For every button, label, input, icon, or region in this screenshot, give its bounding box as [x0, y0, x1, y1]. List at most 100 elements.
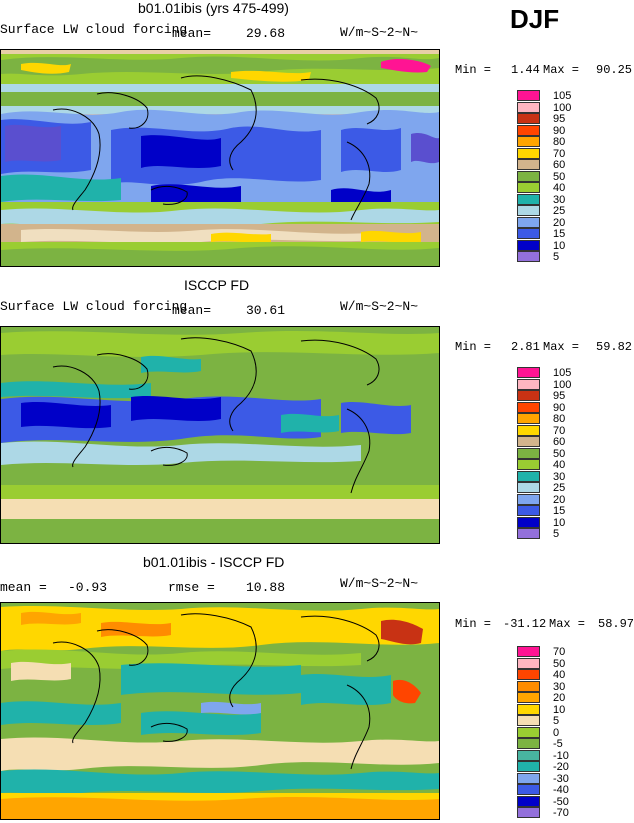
panel3-title: b01.01ibis - ISCCP FD [143, 554, 285, 570]
panel3-map [0, 602, 440, 820]
colorbar-level-label: 30 [553, 193, 566, 206]
colorbar-swatch [517, 205, 540, 216]
panel1-mean-label: mean= [172, 26, 212, 41]
colorbar-level-label: 80 [553, 136, 566, 148]
panel1-map [0, 49, 440, 267]
colorbar-swatch [517, 228, 540, 239]
panel3-min-label: Min = [455, 617, 492, 631]
colorbar-level-label: 15 [553, 228, 566, 240]
colorbar-swatch [517, 761, 540, 772]
panel2-variable: Surface LW cloud forcing [0, 299, 188, 314]
colorbar-swatch [517, 528, 540, 539]
panel3-min-value: -31.12 [503, 617, 547, 631]
colorbar-level-label: 100 [553, 101, 572, 114]
colorbar-level-label: 20 [553, 692, 566, 704]
colorbar-swatch [517, 516, 540, 528]
colorbar-swatch [517, 646, 540, 657]
colorbar-level-label: -50 [553, 795, 569, 808]
colorbar-swatch [517, 738, 540, 749]
colorbar-level-label: 30 [553, 680, 566, 693]
colorbar-level-label: 5 [553, 528, 560, 540]
colorbar-swatch [517, 505, 540, 516]
panel1-min-value: 1.44 [511, 63, 540, 77]
panel1-title: b01.01ibis (yrs 475-499) [138, 0, 289, 16]
panel1-colorbar: 105 100 95 90 80 70 60 50 40 30 25 20 15 10 5 [517, 90, 571, 263]
colorbar-swatch [517, 436, 540, 447]
colorbar-level-label: 70 [553, 646, 566, 658]
colorbar-swatch [517, 170, 540, 182]
season-label: DJF [510, 4, 560, 34]
panel2-colorbar: 105 100 95 90 80 70 60 50 40 30 25 20 15 10 5 [517, 367, 571, 540]
colorbar-level-label: 20 [553, 216, 566, 229]
colorbar-level-label: 70 [553, 147, 566, 160]
colorbar-level-label: 25 [553, 205, 566, 217]
panel1-min-label: Min = [455, 63, 492, 77]
panel1-variable: Surface LW cloud forcing [0, 22, 188, 37]
colorbar-level-label: 70 [553, 424, 566, 437]
colorbar-level-label: 30 [553, 470, 566, 483]
panel2-mean-value: 30.61 [246, 303, 286, 318]
colorbar-level-label: 105 [553, 367, 572, 379]
colorbar-swatch [517, 692, 540, 703]
panel2-max-value: 59.82 [596, 340, 633, 354]
colorbar-level-label: -10 [553, 749, 569, 762]
colorbar-swatch [517, 669, 540, 680]
colorbar-swatch [517, 470, 540, 482]
colorbar-swatch [517, 136, 540, 147]
colorbar-level-label: -20 [553, 761, 569, 773]
colorbar-level-label: 40 [553, 669, 566, 681]
panel2-max-label: Max = [543, 340, 580, 354]
colorbar-swatch [517, 216, 540, 228]
colorbar-level-label: 60 [553, 436, 566, 448]
colorbar-level-label: 100 [553, 378, 572, 391]
colorbar-swatch [517, 182, 540, 193]
colorbar-level-label: -5 [553, 738, 563, 750]
panel2-units: W/m~S~2~N~ [340, 299, 419, 314]
colorbar-level-label: 105 [553, 90, 572, 102]
panel1-units: W/m~S~2~N~ [340, 25, 419, 40]
colorbar-level-label: 10 [553, 239, 566, 252]
colorbar-level-label: 15 [553, 505, 566, 517]
colorbar-swatch [517, 390, 540, 401]
panel1-max-label: Max = [543, 63, 580, 77]
colorbar-swatch [517, 807, 540, 818]
panel2-map [0, 326, 440, 544]
colorbar-swatch [517, 113, 540, 124]
colorbar-level-label: -70 [553, 807, 569, 819]
colorbar-level-label: 60 [553, 159, 566, 171]
panel2-min-value: 2.81 [511, 340, 540, 354]
panel1-max-value: 90.25 [596, 63, 633, 77]
panel3-mean-value: -0.93 [68, 580, 108, 595]
panel3-colorbar: 70 50 40 30 20 10 5 0 -5 -10 -20 -30 -40 -50 -70 [517, 646, 569, 819]
colorbar-swatch [517, 239, 540, 251]
colorbar-swatch [517, 703, 540, 715]
colorbar-level-label: 20 [553, 493, 566, 506]
panel1-mean-value: 29.68 [246, 26, 286, 41]
colorbar-level-label: 0 [553, 726, 560, 739]
panel3-contour-map [1, 603, 439, 819]
colorbar-level-label: 40 [553, 182, 566, 194]
colorbar-level-label: 10 [553, 516, 566, 529]
colorbar-swatch [517, 482, 540, 493]
colorbar-level-label: 10 [553, 703, 566, 716]
colorbar-swatch [517, 101, 540, 113]
panel3-mean-label: mean = [0, 580, 47, 595]
colorbar-swatch [517, 401, 540, 413]
colorbar-swatch [517, 413, 540, 424]
colorbar-level-label: 25 [553, 482, 566, 494]
panel2-mean-label: mean= [172, 303, 212, 318]
colorbar-level-label: 5 [553, 251, 560, 263]
colorbar-swatch [517, 680, 540, 692]
panel2-title: ISCCP FD [184, 277, 250, 293]
colorbar-swatch [517, 90, 540, 101]
colorbar-level-label: -30 [553, 772, 569, 785]
colorbar-swatch [517, 378, 540, 390]
colorbar-swatch [517, 424, 540, 436]
colorbar-swatch [517, 493, 540, 505]
colorbar-swatch [517, 147, 540, 159]
colorbar-level-label: 40 [553, 459, 566, 471]
colorbar-swatch [517, 159, 540, 170]
colorbar-level-label: 50 [553, 447, 566, 460]
colorbar-level-label: 95 [553, 113, 566, 125]
panel3-max-value: 58.97 [598, 617, 634, 631]
